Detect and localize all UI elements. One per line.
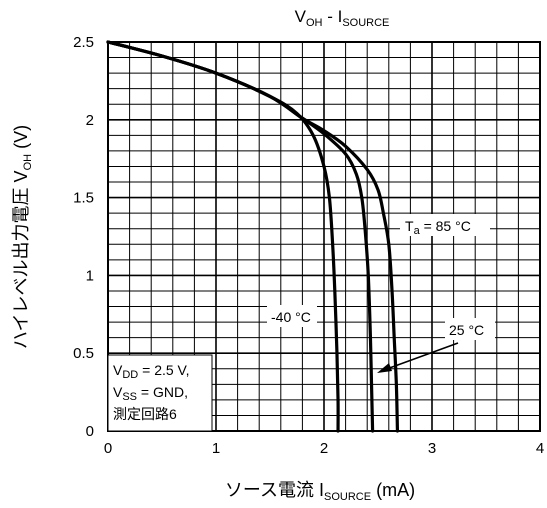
label-85-t: T (405, 218, 414, 234)
condition-vss-v: V (113, 384, 123, 400)
label-25-bg (445, 318, 495, 340)
condition-vdd-value: = 2.5 V, (138, 362, 189, 378)
conditions-box-bg (107, 354, 213, 432)
x-axis-label: ソース電流 ISOURCE (mA) (225, 480, 415, 503)
x-axis-label-sub: SOURCE (324, 491, 371, 503)
annotations: Ta = 85 °C -40 °C 25 °C (267, 214, 495, 373)
label-85: Ta = 85 °C (405, 218, 471, 237)
title-main-sub: OH (306, 17, 323, 29)
y-tick-label: 2.5 (73, 34, 94, 51)
x-tick-label: 3 (428, 440, 436, 457)
label-m40-bg (267, 305, 317, 327)
x-axis-label-unit: (mA) (371, 480, 415, 500)
x-tick-label: 1 (212, 440, 220, 457)
y-tick-label: 1 (86, 267, 94, 284)
series-group (106, 40, 400, 433)
condition-vdd-v: V (113, 362, 123, 378)
tick-labels: 0 1 2 3 4 0 0.5 1 1.5 2 2.5 (73, 34, 544, 457)
condition-vss: VSS = GND, (113, 384, 188, 403)
x-tick-label: 2 (320, 440, 328, 457)
condition-vdd-sub: DD (122, 369, 138, 381)
condition-circuit: 測定回路6 (113, 406, 177, 422)
arrow-25-line (383, 342, 459, 371)
y-axis-label: ハイレベル出力電圧 VOH (V) (11, 125, 34, 349)
title-tail-sub: SOURCE (342, 17, 389, 29)
y-axis-label-unit: (V) (11, 125, 31, 154)
arrow-25-head (377, 363, 392, 373)
label-85-bg (400, 214, 490, 236)
label-85-sub: a (414, 225, 421, 237)
condition-vss-value: = GND, (137, 384, 188, 400)
y-tick-label: 2 (86, 112, 94, 129)
title-sep: - I (322, 7, 342, 26)
condition-vdd: VDD = 2.5 V, (113, 362, 189, 381)
y-tick-label: 1.5 (73, 190, 94, 207)
chart-title: VOH - ISOURCE (295, 7, 390, 29)
y-tick-label: 0.5 (73, 345, 94, 362)
label-85-value: = 85 °C (420, 218, 471, 234)
y-axis-label-text: ハイレベル出力電圧 V (11, 170, 31, 349)
x-tick-label: 0 (104, 440, 112, 457)
title-main: V (295, 7, 307, 26)
y-axis-label-sub: OH (22, 154, 34, 171)
plot-border (107, 41, 541, 432)
label-m40: -40 °C (271, 309, 311, 325)
label-25: 25 °C (449, 322, 484, 338)
series-line-2 (106, 40, 400, 433)
y-tick-label: 0 (86, 423, 94, 440)
x-tick-label: 4 (536, 440, 544, 457)
conditions-box: VDD = 2.5 V, VSS = GND, 測定回路6 (107, 354, 213, 432)
x-axis-label-text: ソース電流 I (225, 480, 324, 500)
condition-vss-sub: SS (122, 391, 137, 403)
